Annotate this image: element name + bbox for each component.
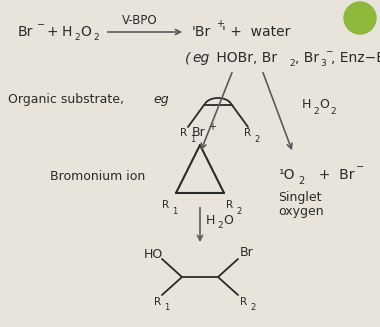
Text: 2: 2: [236, 206, 241, 215]
Text: R: R: [244, 128, 251, 138]
Text: H: H: [62, 25, 72, 39]
Text: O: O: [223, 214, 233, 227]
Text: V-BPO: V-BPO: [122, 13, 158, 26]
Text: R: R: [240, 297, 247, 307]
Text: +: +: [216, 19, 224, 29]
Text: R: R: [162, 200, 169, 210]
Text: eg: eg: [192, 51, 209, 65]
Text: 2: 2: [93, 32, 99, 42]
Text: +: +: [46, 25, 58, 39]
Text: (: (: [185, 51, 190, 65]
Text: 2: 2: [254, 134, 259, 144]
Text: , Br: , Br: [295, 51, 319, 65]
Circle shape: [344, 2, 376, 34]
Text: −: −: [325, 46, 332, 56]
Text: 1: 1: [164, 303, 169, 313]
Text: −: −: [356, 162, 364, 172]
Text: O: O: [80, 25, 91, 39]
Text: H: H: [302, 98, 311, 112]
Text: 2: 2: [217, 221, 223, 231]
Text: H: H: [206, 214, 215, 227]
Text: s1: s1: [352, 11, 368, 25]
Text: Bromonium ion: Bromonium ion: [50, 170, 145, 183]
Text: eg: eg: [153, 94, 169, 107]
Text: HO: HO: [144, 249, 163, 262]
Text: 2: 2: [298, 176, 304, 186]
Text: oxygen: oxygen: [278, 204, 324, 217]
Text: Singlet: Singlet: [278, 191, 321, 203]
Text: ' +  water: ' + water: [222, 25, 290, 39]
Text: Br: Br: [18, 25, 33, 39]
Text: 2: 2: [289, 59, 294, 67]
Text: , Enz−Br): , Enz−Br): [331, 51, 380, 65]
Text: 1: 1: [172, 206, 177, 215]
Text: 1: 1: [190, 134, 195, 144]
Text: −: −: [37, 20, 45, 30]
Text: R: R: [226, 200, 233, 210]
Text: HOBr, Br: HOBr, Br: [212, 51, 277, 65]
Text: ¹O: ¹O: [278, 168, 294, 182]
Text: R: R: [180, 128, 187, 138]
Text: +  Br: + Br: [310, 168, 355, 182]
Text: 3: 3: [320, 59, 326, 67]
Text: 2: 2: [330, 107, 336, 115]
Text: +: +: [208, 122, 216, 132]
Text: 2: 2: [250, 303, 255, 313]
Text: 2: 2: [74, 32, 80, 42]
Text: Organic substrate,: Organic substrate,: [8, 94, 128, 107]
Text: R: R: [154, 297, 161, 307]
Text: 'Br: 'Br: [192, 25, 211, 39]
Text: 2: 2: [313, 107, 318, 115]
Text: Br: Br: [240, 246, 254, 259]
Text: Br: Br: [192, 127, 206, 140]
Text: O: O: [319, 98, 329, 112]
